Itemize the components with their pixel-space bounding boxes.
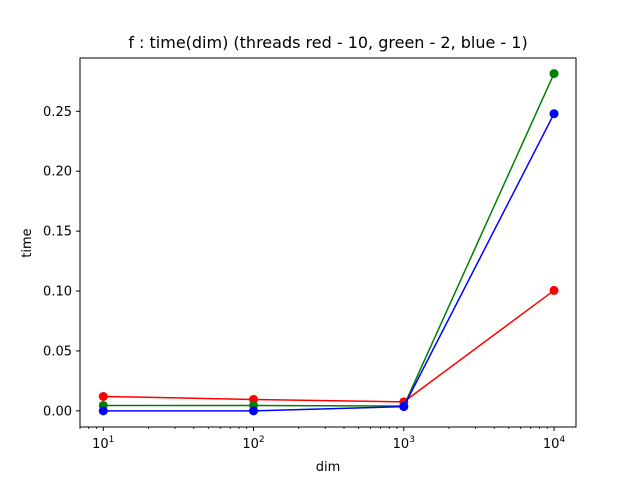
plot-area	[98, 69, 559, 416]
y-tick-label-3: 0.15	[43, 225, 72, 240]
x-tick-label-2: 103	[393, 435, 415, 452]
chart-title: f : time(dim) (threads red - 10, green -…	[128, 33, 527, 52]
series-2-line	[103, 113, 555, 412]
series-2-point-3	[549, 109, 559, 119]
y-tick-label-2: 0.10	[43, 285, 72, 300]
series-1-line	[103, 73, 555, 407]
y-tick-label-5: 0.25	[43, 105, 72, 120]
series-1-point-3	[549, 69, 559, 79]
x-tick-label-0: 101	[92, 435, 114, 452]
series-2-point-2	[399, 402, 409, 412]
y-tick-label-4: 0.20	[43, 165, 72, 180]
series-0-line	[103, 289, 555, 403]
x-axis-label: dim	[316, 460, 341, 475]
series-2-point-0	[98, 406, 108, 416]
series-0-point-0	[98, 391, 108, 401]
series-0-point-3	[549, 285, 559, 295]
x-tick-label-3: 104	[543, 435, 566, 452]
y-tick-label-0: 0.00	[43, 404, 72, 419]
series-2-point-1	[249, 406, 259, 416]
axes-frame	[79, 57, 577, 428]
axis-ticks: 0.00 0.05 0.10 0.15 0.20 0.25 101 102 103 104	[43, 105, 565, 452]
y-axis-label: time	[20, 228, 35, 257]
y-tick-label-1: 0.05	[43, 344, 72, 359]
x-tick-label-1: 102	[242, 435, 264, 452]
